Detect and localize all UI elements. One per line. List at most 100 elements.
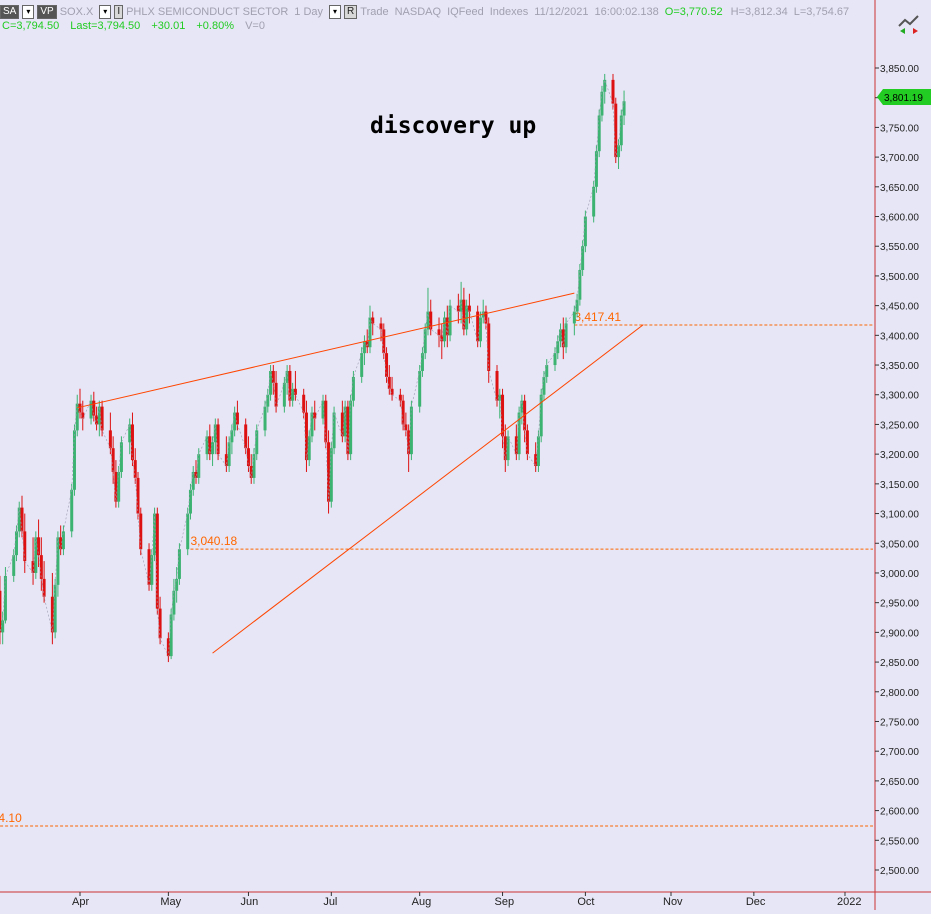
i-button[interactable]: I	[114, 4, 124, 19]
sa-dropdown-icon[interactable]: ▾	[22, 4, 35, 19]
candle-body	[517, 412, 521, 455]
candle-body	[252, 454, 256, 478]
candle-body	[158, 608, 162, 639]
candle-body	[92, 400, 96, 416]
candle-body	[340, 412, 344, 437]
candle-body	[285, 370, 289, 383]
candle-body	[175, 578, 179, 591]
candle-body	[59, 537, 63, 550]
candle-body	[379, 323, 383, 330]
y-tick-label: 2,750.00	[880, 717, 919, 728]
candle-body	[139, 513, 143, 550]
symbol-name: SOX.X	[59, 5, 94, 18]
candle-body	[592, 186, 596, 217]
candle-body	[70, 489, 74, 532]
candle-body	[119, 442, 123, 472]
candle-body	[81, 412, 85, 419]
candle-body	[266, 394, 270, 407]
vp-button[interactable]: VP	[37, 4, 57, 19]
y-tick-label: 3,500.00	[880, 272, 919, 283]
candle-body	[545, 365, 549, 377]
symbol-dropdown-icon[interactable]: ▾	[99, 4, 112, 19]
candle-body	[349, 400, 353, 455]
candle-body	[426, 311, 430, 330]
change-value: +30.01	[151, 20, 186, 32]
candle-body	[539, 394, 543, 437]
candle-body	[133, 460, 137, 478]
y-tick-label: 3,200.00	[880, 450, 919, 461]
candle-body	[188, 489, 192, 514]
interval-label: 1 Day	[294, 5, 324, 18]
candle-body	[213, 424, 217, 443]
candle-body	[343, 406, 347, 437]
trade-label: Trade	[360, 5, 389, 18]
candle-body	[282, 382, 286, 407]
candle-body	[506, 436, 510, 461]
y-tick-label: 3,850.00	[880, 64, 919, 75]
r-button[interactable]: R	[344, 4, 358, 19]
x-tick-label: Jun	[240, 896, 258, 908]
candle-body	[304, 412, 308, 461]
candle-body	[233, 412, 237, 431]
category-label: Indexes	[489, 5, 529, 18]
candle-body	[3, 575, 7, 621]
close-value: C=3,794.50	[2, 20, 60, 32]
candle-body	[150, 555, 154, 585]
candle-body	[166, 638, 170, 657]
candle-body	[271, 370, 275, 383]
candle-body	[263, 406, 267, 431]
candle-body	[398, 394, 402, 401]
y-tick-label: 3,650.00	[880, 183, 919, 194]
candle-body	[418, 370, 422, 407]
x-tick-label: 2022	[837, 896, 861, 908]
candle-body	[564, 323, 568, 348]
candle-body	[177, 549, 181, 579]
candle-body	[603, 79, 607, 92]
candle-body	[619, 115, 623, 146]
candle-body	[194, 471, 198, 478]
candle-body	[89, 400, 93, 419]
y-tick-label: 3,350.00	[880, 361, 919, 372]
y-tick-label: 2,650.00	[880, 777, 919, 788]
candle-body	[456, 305, 460, 312]
candle-body	[346, 406, 350, 455]
candle-body	[111, 448, 115, 472]
x-tick-label: Apr	[72, 896, 89, 908]
candle-body	[235, 412, 239, 425]
y-tick-label: 3,400.00	[880, 331, 919, 342]
last-value: Last=3,794.50	[70, 20, 141, 32]
candle-body	[495, 370, 499, 401]
y-tick-label: 2,600.00	[880, 807, 919, 818]
candle-body	[368, 317, 372, 348]
candle-body	[114, 471, 118, 502]
candle-body	[50, 596, 54, 633]
candle-body	[155, 513, 159, 609]
candle-body	[227, 442, 231, 467]
candle-body	[382, 329, 386, 354]
candle-body	[362, 341, 366, 354]
candle-body	[409, 406, 413, 455]
candle-body	[360, 353, 364, 377]
candle-body	[37, 537, 41, 556]
trendline	[212, 324, 644, 654]
y-tick-label: 3,150.00	[880, 480, 919, 491]
symbol-description: PHLX SEMICONDUCT SECTOR	[126, 5, 289, 18]
candle-body	[324, 400, 328, 443]
candle-body	[310, 412, 314, 437]
candle-body	[23, 531, 27, 562]
candle-body	[100, 406, 104, 431]
candle-body	[617, 145, 621, 158]
sa-button[interactable]: SA	[0, 4, 20, 19]
candle-body	[536, 436, 540, 467]
candle-body	[387, 376, 391, 389]
candle-body	[0, 590, 2, 633]
candle-body	[371, 317, 375, 324]
candle-body	[12, 555, 16, 576]
exchange-label: NASDAQ	[394, 5, 442, 18]
candle-body	[440, 335, 444, 342]
candle-body	[600, 91, 604, 116]
interval-dropdown-icon[interactable]: ▾	[329, 4, 342, 19]
candle-body	[75, 403, 79, 431]
trendline-tool-icon[interactable]	[896, 12, 922, 34]
